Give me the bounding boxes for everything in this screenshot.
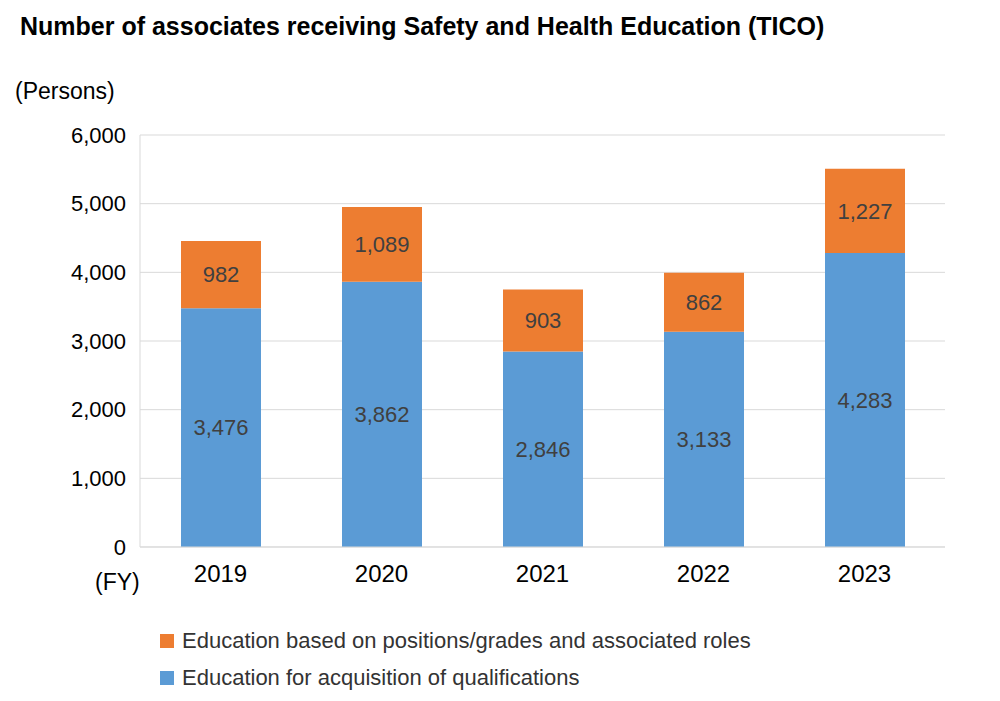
svg-text:1,000: 1,000 [71,466,126,491]
svg-text:2,846: 2,846 [515,437,570,462]
svg-text:3,000: 3,000 [71,329,126,354]
html-text:Number of associates receiving: Number of associates receiving Safety an… [20,12,825,40]
html-text:Education based on positions/g: Education based on positions/grades and … [182,627,751,653]
svg-text:5,000: 5,000 [71,191,126,216]
svg-text:1,227: 1,227 [837,199,892,224]
svg-text:982: 982 [203,262,240,287]
html-text:(FY): (FY) [95,569,140,595]
svg-text:2022: 2022 [677,560,730,587]
svg-text:1,089: 1,089 [354,232,409,257]
svg-text:3,862: 3,862 [354,402,409,427]
svg-text:2021: 2021 [516,560,569,587]
svg-text:2023: 2023 [838,560,891,587]
svg-text:4,283: 4,283 [837,388,892,413]
svg-text:0: 0 [114,535,126,560]
svg-text:903: 903 [525,308,562,333]
svg-text:6,000: 6,000 [71,123,126,148]
svg-text:2020: 2020 [355,560,408,587]
svg-text:3,133: 3,133 [676,427,731,452]
svg-text:4,000: 4,000 [71,260,126,285]
svg-text:2,000: 2,000 [71,397,126,422]
html-text:(Persons): (Persons) [15,78,115,104]
html-text:Education for acquisition of q: Education for acquisition of qualificati… [182,664,580,690]
svg-text:862: 862 [686,290,723,315]
svg-text:3,476: 3,476 [193,415,248,440]
svg-text:2019: 2019 [194,560,247,587]
